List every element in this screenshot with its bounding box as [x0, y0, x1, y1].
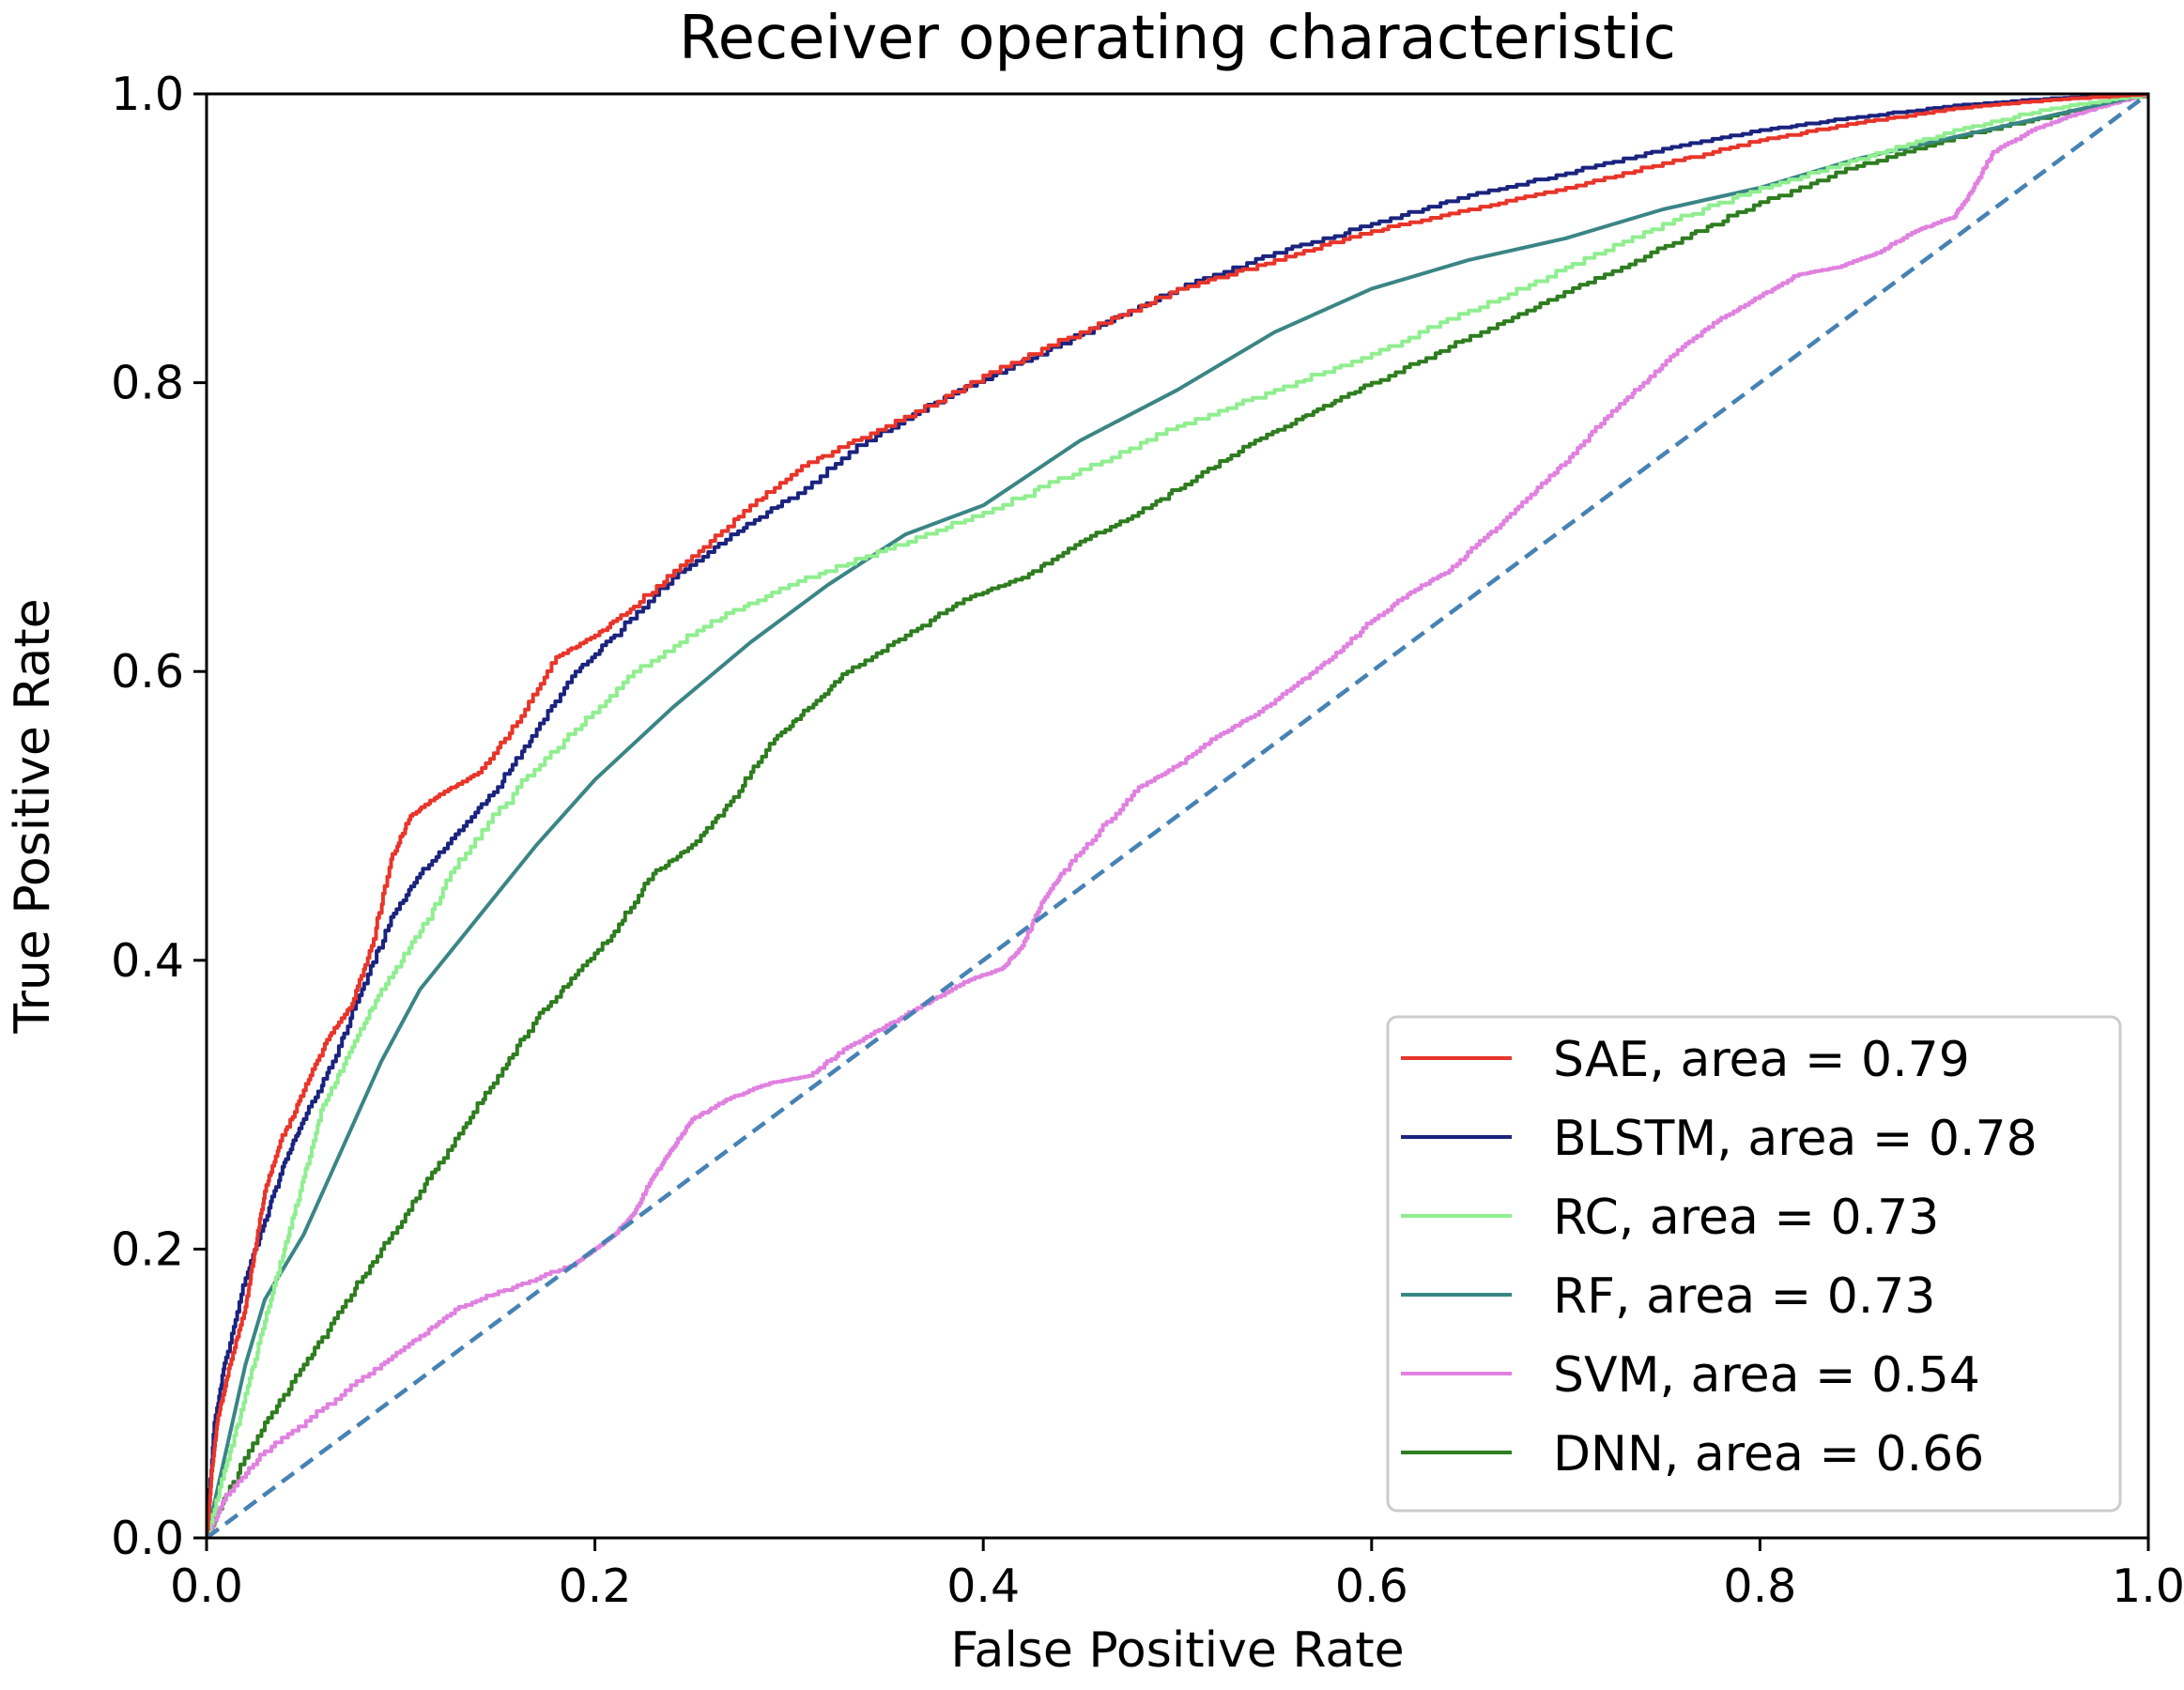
legend-box — [1386, 1015, 2122, 1513]
x-axis-ticks: 0.0 0.2 0.4 0.6 0.8 1.0 — [170, 1538, 2184, 1613]
legend-label-dnn: DNN, area = 0.66 — [1553, 1426, 1984, 1483]
series-line-dnn — [207, 94, 2148, 1538]
plot-frame — [205, 92, 2150, 1540]
x-tick-label: 0.8 — [1723, 1559, 1796, 1613]
x-tick-label: 0.0 — [170, 1559, 243, 1613]
legend: SAE, area = 0.79 BLSTM, area = 0.78 RC, ar… — [1386, 1015, 2122, 1513]
legend-label-blstm: BLSTM, area = 0.78 — [1553, 1111, 2038, 1167]
x-tick-label: 0.4 — [946, 1559, 1020, 1613]
x-tick-label: 0.6 — [1335, 1559, 1408, 1613]
y-axis-ticks: 0.0 0.2 0.4 0.6 0.8 1.0 — [111, 68, 207, 1565]
reference-layer — [207, 94, 2148, 1538]
y-tick-label: 0.0 — [111, 1512, 184, 1565]
y-tick-label: 0.8 — [111, 357, 184, 410]
x-tick-label: 0.2 — [559, 1559, 632, 1613]
x-tick-label: 1.0 — [2112, 1559, 2184, 1613]
legend-label-sae: SAE, area = 0.79 — [1553, 1032, 1970, 1088]
x-axis-label: False Positive Rate — [950, 1622, 1404, 1679]
series-line-rc — [207, 94, 2148, 1538]
y-tick-label: 0.2 — [111, 1222, 184, 1276]
legend-label-svm: SVM, area = 0.54 — [1553, 1347, 1980, 1404]
series-line-blstm — [207, 94, 2148, 1538]
reference-diagonal-line — [207, 94, 2148, 1538]
series-line-sae — [207, 94, 2148, 1538]
y-axis-label: True Positive Rate — [5, 598, 61, 1034]
y-tick-label: 0.4 — [111, 934, 184, 988]
legend-label-rf: RF, area = 0.73 — [1553, 1268, 1935, 1325]
y-tick-label: 1.0 — [111, 68, 184, 121]
legend-label-rc: RC, area = 0.73 — [1553, 1190, 1939, 1246]
chart-title: Receiver operating characteristic — [679, 4, 1676, 73]
y-tick-label: 0.6 — [111, 645, 184, 699]
